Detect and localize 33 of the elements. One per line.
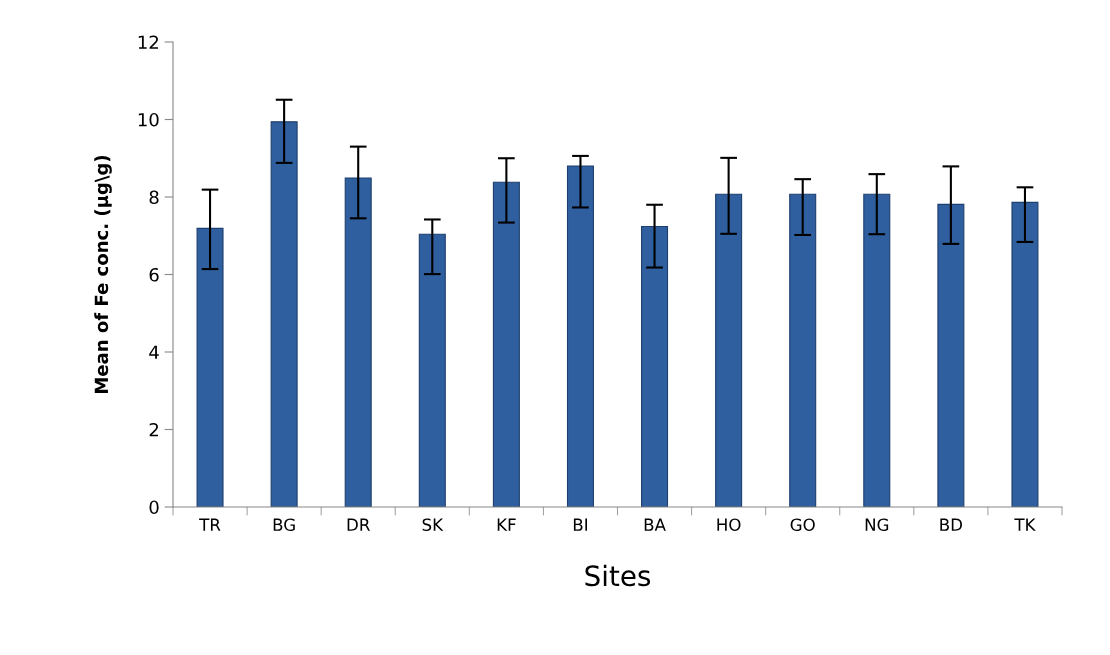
x-tick-label: BD: [940, 518, 963, 531]
x-tick-label: BA: [644, 518, 666, 531]
y-tick-label: 4: [149, 345, 159, 359]
x-tick-label: BI: [573, 518, 587, 531]
y-tick-label: 10: [138, 112, 159, 127]
x-tick-label: GO: [790, 518, 815, 532]
bar: [270, 121, 298, 507]
bar: [641, 225, 669, 507]
x-tick-label: DR: [347, 518, 370, 531]
x-tick-label: BG: [273, 518, 295, 532]
bar: [344, 177, 372, 507]
bar: [1011, 201, 1039, 507]
x-tick-label: NG: [865, 518, 889, 532]
y-tick-label: 2: [149, 422, 158, 437]
bar: [863, 193, 891, 507]
y-tick-label: 12: [138, 35, 158, 49]
bar: [715, 193, 743, 507]
y-axis-title: Mean of Fe conc. (µg\g): [94, 155, 112, 393]
y-tick-label: 0: [149, 500, 159, 515]
x-tick-label: SK: [422, 518, 444, 532]
bar: [196, 227, 224, 507]
bar: [418, 233, 446, 507]
x-tick-label: TK: [1014, 518, 1036, 531]
y-tick-label: 6: [149, 267, 159, 282]
y-tick-label: 8: [149, 190, 159, 205]
x-tick-label: TR: [199, 518, 221, 531]
bar: [566, 165, 594, 507]
bar: [492, 181, 520, 507]
bar: [789, 193, 817, 507]
x-axis-title: Sites: [585, 564, 651, 587]
x-tick-label: HO: [717, 518, 741, 532]
bar: [937, 203, 965, 507]
x-tick-label: KF: [497, 518, 516, 531]
